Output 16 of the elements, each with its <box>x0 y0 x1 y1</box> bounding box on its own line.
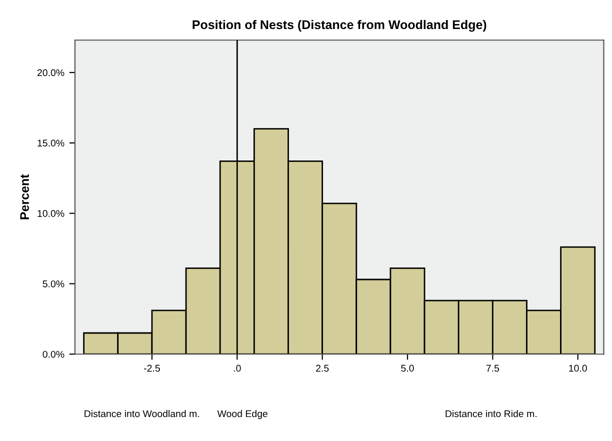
text: Distance into Ride m. <box>446 410 536 418</box>
x-tick-label: 7.5 <box>486 364 500 372</box>
y-axis-title: Percent <box>20 174 29 220</box>
chart-title: Position of Nests (Distance from Woodland Edge) <box>192 20 486 32</box>
text: Distance into Woodland m. <box>84 410 199 418</box>
x-tick-label: -2.5 <box>144 364 160 372</box>
text: Wood Edge <box>217 410 268 420</box>
y-tick-label: 20.0% <box>37 69 64 76</box>
x-tick-label: 10.0 <box>569 364 587 372</box>
y-tick-label: 10.0% <box>38 210 64 217</box>
y-tick-label: 15.0% <box>38 140 64 147</box>
x-tick-label: 5.0 <box>401 364 414 372</box>
x-tick-label: .0 <box>234 364 241 372</box>
x-tick-label: 2.5 <box>316 364 329 372</box>
y-tick-label: 5.0% <box>42 280 64 288</box>
y-tick-label: 0.0% <box>42 350 64 358</box>
